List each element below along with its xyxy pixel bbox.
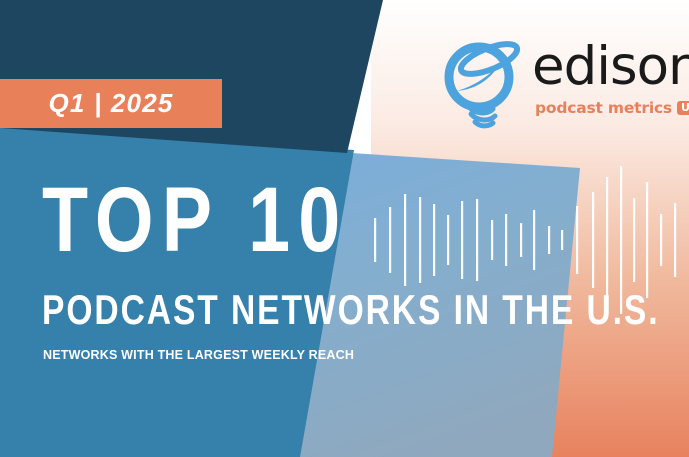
waveform-bar bbox=[419, 197, 422, 283]
waveform-bar bbox=[620, 166, 623, 314]
waveform-bar bbox=[561, 230, 564, 250]
logo-tagline: podcast metrics US bbox=[535, 99, 689, 117]
edison-wordmark: edison bbox=[532, 36, 689, 97]
waveform-bar bbox=[461, 201, 464, 279]
edison-logo: edison podcast metrics US bbox=[437, 33, 689, 133]
waveform-bar bbox=[633, 198, 636, 282]
title-block: TOP 10 PODCAST NETWORKS IN THE U.S. NETW… bbox=[42, 169, 689, 362]
waveform-bar bbox=[646, 182, 649, 298]
waveform-bar bbox=[491, 220, 494, 260]
waveform-bar bbox=[433, 204, 436, 276]
waveform-bar bbox=[606, 177, 609, 303]
logo-region-badge: US bbox=[676, 100, 689, 116]
waveform-bar bbox=[520, 223, 523, 257]
waveform-bar bbox=[505, 214, 508, 266]
logo-tagline-text: podcast metrics bbox=[535, 99, 672, 117]
page-title: TOP 10 bbox=[42, 169, 349, 271]
waveform-bar bbox=[592, 192, 595, 288]
lightbulb-orbit-icon bbox=[437, 35, 535, 129]
waveform-bar bbox=[674, 203, 677, 277]
quarter-badge-label: Q1 | 2025 bbox=[48, 88, 174, 118]
waveform-bar bbox=[404, 194, 407, 286]
waveform-bar bbox=[374, 218, 377, 262]
waveform-bar bbox=[660, 214, 663, 266]
waveform-bar bbox=[476, 199, 479, 281]
waveform-bar bbox=[548, 226, 551, 254]
page-subtitle: PODCAST NETWORKS IN THE U.S. bbox=[42, 285, 660, 333]
waveform-bar bbox=[389, 207, 392, 273]
medium-blue-band bbox=[0, 126, 354, 457]
quarter-badge: Q1 | 2025 bbox=[0, 79, 222, 128]
page-kicker: NETWORKS WITH THE LARGEST WEEKLY REACH bbox=[43, 347, 355, 362]
waveform-bar bbox=[447, 215, 450, 265]
waveform-bar bbox=[533, 210, 536, 270]
waveform-bar bbox=[576, 206, 579, 274]
